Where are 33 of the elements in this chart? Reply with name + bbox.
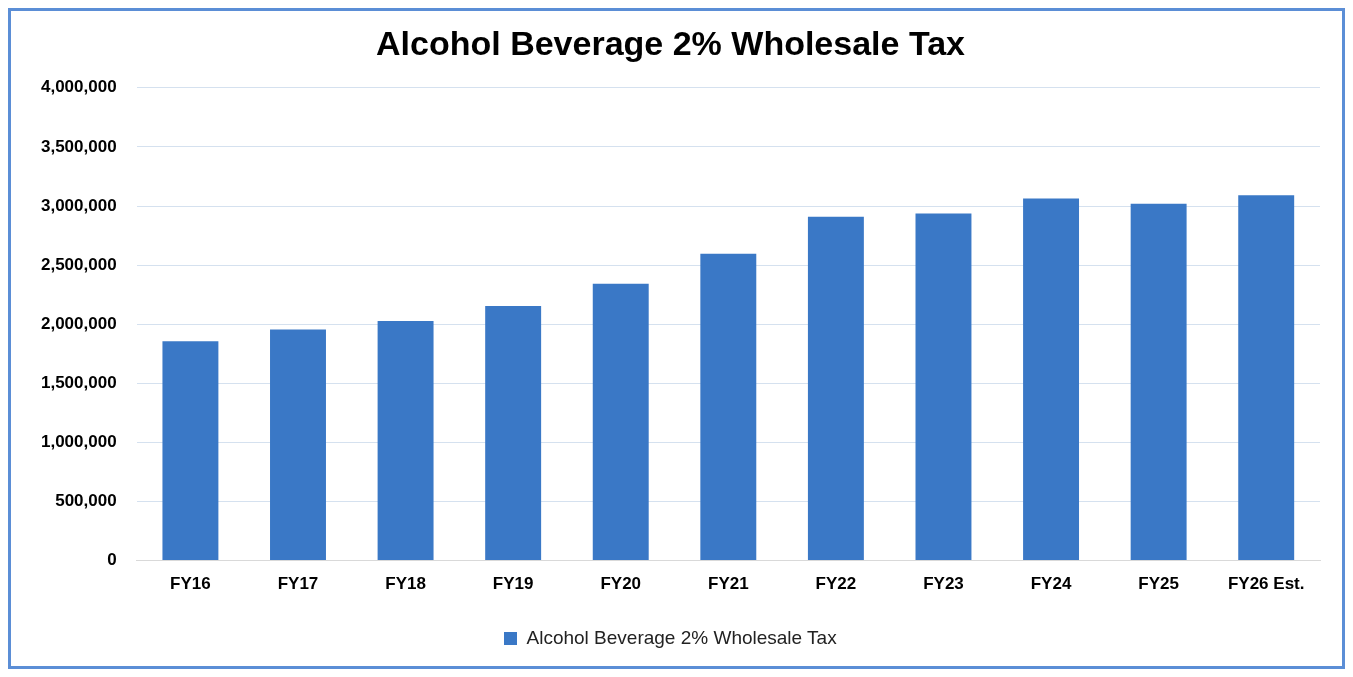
bar — [1130, 203, 1187, 561]
x-tick-label: FY17 — [277, 574, 319, 594]
y-tick-label: 2,000,000 — [40, 313, 117, 333]
bar — [1238, 195, 1295, 561]
x-tick-label: FY23 — [923, 574, 964, 594]
bar — [162, 341, 219, 561]
bar — [915, 213, 972, 561]
chart-title: Alcohol Beverage 2% Wholesale Tax — [376, 23, 966, 62]
legend-label: Alcohol Beverage 2% Wholesale Tax — [526, 626, 838, 648]
y-tick-label: 3,000,000 — [40, 195, 117, 215]
bar — [270, 329, 326, 561]
x-tick-label: FY25 — [1138, 574, 1179, 594]
bar — [700, 253, 757, 561]
y-tick-label: 2,500,000 — [40, 254, 117, 274]
bar — [592, 283, 649, 561]
y-tick-label: 4,000,000 — [40, 77, 117, 97]
y-tick-label: 1,500,000 — [40, 372, 117, 392]
y-tick-label: 500,000 — [55, 491, 117, 511]
bar — [485, 306, 542, 561]
x-tick-label: FY16 — [170, 574, 211, 594]
x-tick-label: FY21 — [707, 574, 749, 594]
x-tick-label: FY20 — [600, 574, 642, 594]
bar — [377, 321, 434, 561]
y-tick-label: 0 — [107, 550, 117, 570]
x-tick-label: FY26 Est. — [1227, 574, 1305, 594]
bar — [1023, 198, 1080, 561]
x-tick-label: FY18 — [385, 574, 426, 594]
y-tick-label: 3,500,000 — [40, 136, 117, 156]
x-tick-label: FY22 — [815, 574, 857, 594]
bar — [807, 216, 864, 561]
y-tick-label: 1,000,000 — [40, 432, 117, 452]
x-tick-label: FY24 — [1030, 574, 1072, 594]
x-tick-label: FY19 — [492, 574, 534, 594]
